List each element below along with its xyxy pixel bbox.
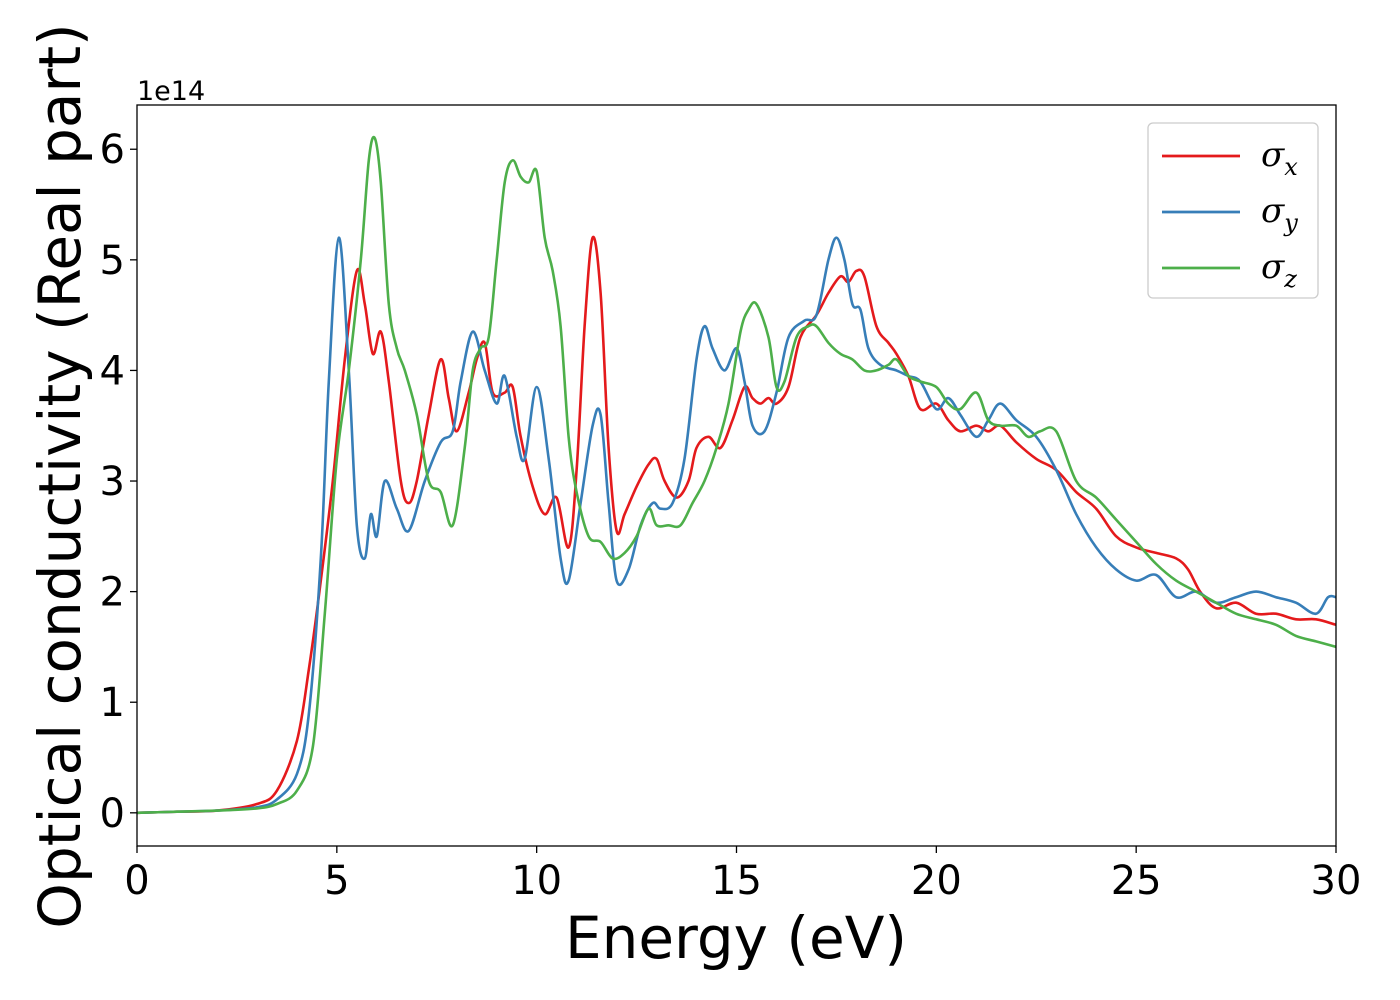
y-tick-label: 1 (100, 680, 125, 726)
legend-entry-x: σx (1261, 135, 1298, 181)
series-line-z (137, 135, 1336, 815)
legend: σx σy σz (1147, 122, 1319, 299)
y-axis-label: Optical conductivity (Real part) (26, 23, 94, 928)
x-tick-label: 0 (124, 858, 149, 904)
legend-box (1147, 122, 1319, 299)
y-tick-label: 3 (100, 459, 125, 505)
y-offset-label: 1e14 (137, 76, 205, 107)
legend-entry-z: σz (1261, 247, 1297, 293)
legend-entry-y: σy (1261, 191, 1298, 237)
x-tick-label: 30 (1311, 858, 1362, 904)
x-tick-label: 20 (911, 858, 962, 904)
x-tick-label: 5 (324, 858, 349, 904)
y-tick-label: 4 (100, 348, 125, 394)
y-tick-label: 5 (100, 238, 125, 284)
series-line-x (137, 235, 1336, 815)
x-tick-label: 25 (1111, 858, 1162, 904)
y-axis-ticks: 0 1 2 3 4 5 6 (100, 127, 137, 837)
x-tick-label: 15 (711, 858, 762, 904)
x-tick-label: 10 (511, 858, 562, 904)
y-tick-label: 0 (100, 791, 125, 837)
y-tick-label: 6 (100, 127, 125, 173)
series-line-y (137, 236, 1336, 815)
series-lines (137, 135, 1336, 815)
x-axis-label: Energy (eV) (565, 904, 907, 972)
y-tick-label: 2 (100, 570, 125, 616)
x-axis-ticks: 0 5 10 15 20 25 30 (124, 846, 1361, 904)
